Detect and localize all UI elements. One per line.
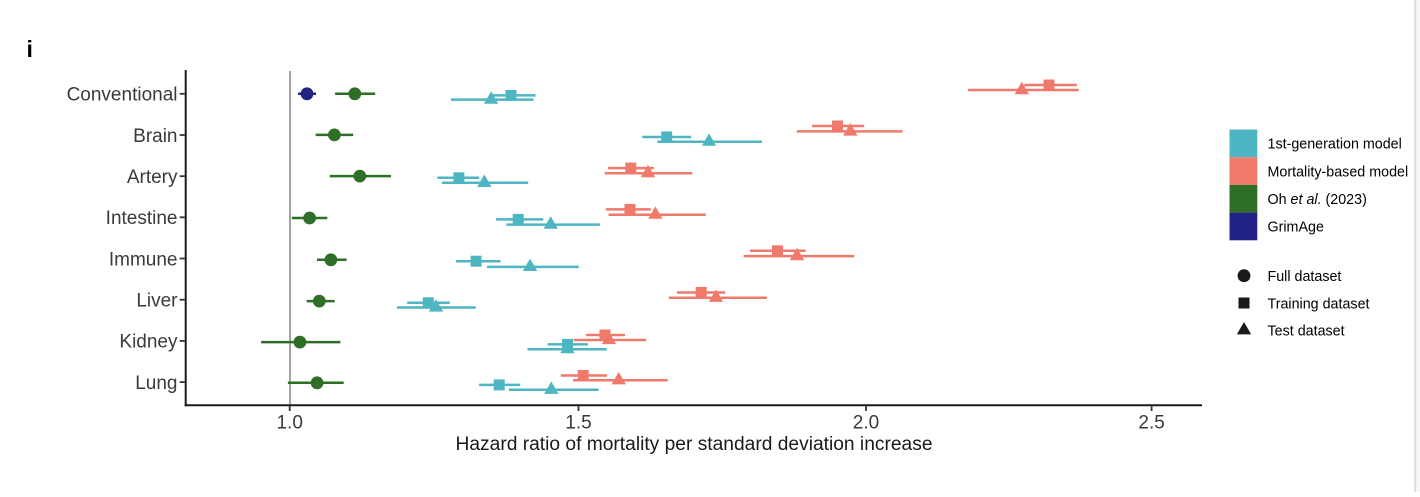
- svg-text:Conventional: Conventional: [67, 85, 178, 106]
- svg-text:Liver: Liver: [136, 291, 178, 312]
- svg-text:Full dataset: Full dataset: [1268, 269, 1342, 285]
- svg-text:1st-generation model: 1st-generation model: [1268, 137, 1402, 153]
- svg-text:Kidney: Kidney: [119, 332, 178, 353]
- svg-text:Lung: Lung: [135, 373, 177, 394]
- svg-text:Intestine: Intestine: [106, 208, 178, 229]
- svg-text:Test dataset: Test dataset: [1268, 324, 1345, 340]
- svg-text:i: i: [27, 36, 33, 62]
- svg-text:1.0: 1.0: [276, 413, 302, 434]
- svg-text:1.5: 1.5: [565, 413, 591, 434]
- svg-text:Oh et al. (2023): Oh et al. (2023): [1268, 192, 1367, 208]
- svg-text:Brain: Brain: [133, 126, 177, 147]
- svg-text:Artery: Artery: [127, 167, 178, 188]
- svg-text:2.5: 2.5: [1138, 413, 1164, 434]
- svg-text:Immune: Immune: [109, 249, 178, 270]
- svg-text:Mortality-based model: Mortality-based model: [1268, 164, 1409, 180]
- svg-text:Hazard ratio of mortality per: Hazard ratio of mortality per standard d…: [456, 434, 933, 455]
- svg-text:GrimAge: GrimAge: [1268, 220, 1324, 236]
- svg-text:2.0: 2.0: [853, 413, 879, 434]
- svg-text:Training dataset: Training dataset: [1268, 296, 1370, 312]
